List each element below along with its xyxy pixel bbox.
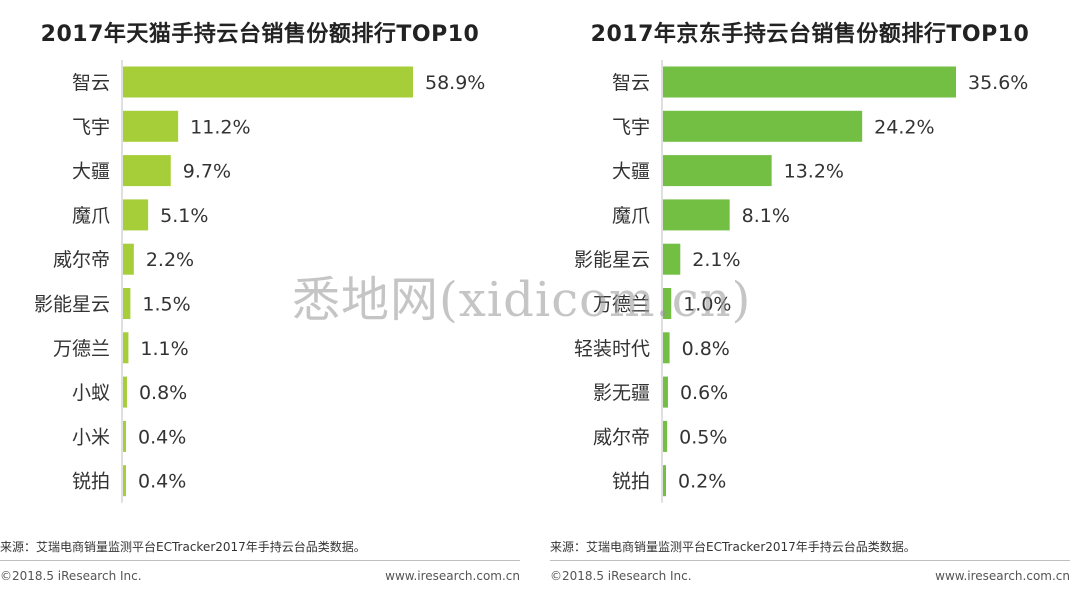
category-label: 魔爪 [612,205,650,227]
category-label: 大疆 [612,161,650,183]
bar [123,332,129,364]
bar [663,332,670,364]
bar [663,243,681,275]
category-label: 智云 [612,72,650,94]
category-label: 影能星云 [34,294,110,316]
value-label: 58.9% [425,72,485,94]
value-label: 35.6% [968,72,1028,94]
bar [123,110,179,142]
value-label: 0.4% [138,471,186,493]
value-label: 0.5% [679,426,727,448]
category-label: 轻装时代 [574,338,650,360]
value-label: 13.2% [784,161,844,183]
value-label: 8.1% [742,205,790,227]
bar [663,110,863,142]
category-label: 锐拍 [72,471,110,493]
category-label: 飞宇 [72,116,110,138]
category-label: 魔爪 [72,205,110,227]
bar [123,199,149,231]
bar [123,288,131,319]
copyright: ©2018.5 iResearch Inc. [550,569,692,583]
footer-divider [0,560,520,561]
value-label: 1.0% [683,294,731,316]
value-label: 2.2% [146,249,194,271]
value-label: 24.2% [874,116,934,138]
bar [663,376,668,408]
value-label: 0.4% [138,426,186,448]
category-label: 万德兰 [593,294,650,316]
chart-panel-jd: 2017年京东手持云台销售份额排行TOP10 智云 35.6% 飞宇 24.2% 大疆 1… [550,0,1070,592]
category-label: 锐拍 [612,471,650,493]
value-label: 0.6% [680,382,728,404]
value-label: 1.5% [142,294,190,316]
source-note: 来源：艾瑞电商销量监测平台ECTracker2017年手持云台品类数据。 [0,540,366,554]
bar [663,288,672,319]
value-label: 11.2% [190,116,250,138]
value-label: 0.8% [682,338,730,360]
category-label: 影能星云 [574,249,650,271]
chart-panel-tmall: 2017年天猫手持云台销售份额排行TOP10 智云 58.9% 飞宇 11.2% 大疆 9… [0,0,520,592]
category-label: 威尔帝 [593,426,650,448]
category-label: 万德兰 [53,338,110,360]
bar [663,66,956,98]
bar [123,420,126,452]
bar [123,155,171,187]
website-link[interactable]: www.iresearch.com.cn [935,569,1070,583]
bar [123,243,134,275]
bar [123,376,127,408]
copyright: ©2018.5 iResearch Inc. [0,569,142,583]
category-label: 飞宇 [612,116,650,138]
value-label: 0.8% [139,382,187,404]
category-label: 大疆 [72,161,110,183]
value-label: 2.1% [692,249,740,271]
bar [123,66,413,98]
value-label: 5.1% [160,205,208,227]
source-note: 来源：艾瑞电商销量监测平台ECTracker2017年手持云台品类数据。 [550,540,916,554]
category-label: 小蚁 [72,382,110,404]
value-label: 0.2% [678,471,726,493]
bar-chart-tmall: 智云 58.9% 飞宇 11.2% 大疆 9.7% 魔爪 5.1% 威尔帝 2.2% 影能星云 1.5… [34,60,485,503]
bar [123,465,126,497]
value-label: 9.7% [183,161,231,183]
bar [663,465,666,497]
website-link[interactable]: www.iresearch.com.cn [385,569,520,583]
footer-divider [550,560,1070,561]
bar [663,155,772,187]
category-label: 威尔帝 [53,249,110,271]
chart-title: 2017年京东手持云台销售份额排行TOP10 [590,22,1030,47]
chart-title: 2017年天猫手持云台销售份额排行TOP10 [40,22,480,47]
value-label: 1.1% [140,338,188,360]
category-label: 小米 [72,426,110,448]
category-label: 智云 [72,72,110,94]
bar [663,199,730,231]
bar-chart-jd: 智云 35.6% 飞宇 24.2% 大疆 13.2% 魔爪 8.1% 影能星云 2.1% 万德兰 1.… [574,60,1028,503]
bar [663,420,668,452]
category-label: 影无疆 [593,382,650,404]
